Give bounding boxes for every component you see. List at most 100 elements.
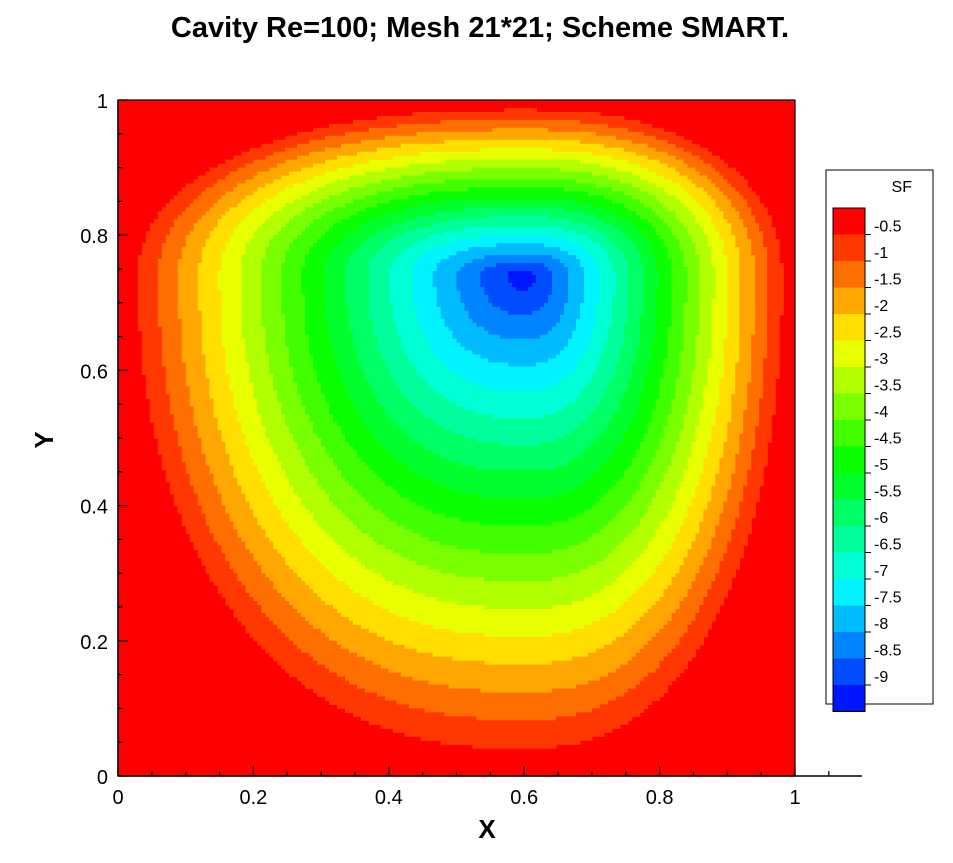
contour-cell [368,533,422,539]
contour-cell [197,195,223,201]
contour-cell [699,223,716,228]
contour-cell [273,139,310,145]
contour-cell [619,354,637,360]
contour-cell [687,191,708,197]
contour-cell [683,517,704,523]
contour-cell [627,597,661,602]
contour-cell [703,561,720,566]
contour-cell [181,445,203,451]
contour-cell [675,445,693,451]
contour-cell [313,422,338,427]
contour-cell [699,565,720,570]
contour-cell [587,223,613,228]
contour-cell [364,183,414,189]
contour-cell [667,418,685,423]
contour-cell [213,533,239,539]
contour-cell [715,477,732,483]
contour-cell [723,191,740,197]
contour-cell [484,290,553,296]
contour-cell [348,398,378,403]
contour-cell [671,294,689,300]
contour-cell [591,708,645,713]
contour-cell [444,362,509,368]
contour-cell [265,251,286,256]
x-tick-label: 0.8 [646,787,674,809]
contour-cell [181,211,207,216]
contour-cell [711,302,728,308]
contour-cell [249,239,270,244]
contour-cell [663,187,685,193]
contour-cell [261,286,282,292]
contour-cell [333,414,362,419]
contour-cell [368,274,390,280]
contour-cell [181,517,207,523]
contour-cell [683,561,704,566]
contour-cell [317,378,342,383]
contour-cell [591,410,617,415]
contour-cell [388,517,462,523]
contour-cell [595,469,625,475]
contour-cell [599,163,641,169]
contour-cell [615,362,633,368]
contour-cell [309,620,354,626]
contour-cell [719,465,736,471]
contour-cell [723,557,740,562]
contour-cell [436,302,466,308]
contour-cell [763,386,776,391]
contour-cell [261,282,282,288]
contour-cell [699,322,712,328]
contour-cell [564,310,581,316]
contour-cell [380,247,406,252]
contour-cell [424,445,589,451]
contour-cell [667,652,697,658]
contour-cell [289,430,314,435]
contour-cell [560,350,585,356]
contour-cell [157,441,179,447]
contour-cell [639,199,661,204]
contour-cell [583,624,633,630]
contour-cell [675,378,693,383]
contour-cell [699,414,716,419]
contour-cell [388,449,434,455]
contour-cell [380,573,458,578]
contour-cell [253,175,282,181]
contour-cell [309,151,358,157]
contour-cell [639,616,673,622]
contour-cell [751,374,764,379]
contour-cell [548,386,585,391]
contour-cell [329,453,358,459]
contour-cell [412,529,601,535]
contour-cell [165,203,191,208]
contour-cell [368,628,454,634]
contour-cell [137,267,159,272]
contour-cell [655,402,673,407]
contour-cell [225,597,254,602]
contour-cell [743,195,760,201]
contour-cell [687,553,708,558]
contour-cell [213,473,235,479]
contour-cell [599,676,645,682]
contour-cell [269,652,310,658]
contour-cell [751,247,768,252]
contour-cell [568,267,585,272]
contour-cell [599,529,633,535]
contour-cell [647,366,665,371]
contour-cell [301,270,326,276]
contour-cell [384,481,438,487]
contour-cell [201,215,223,220]
contour-cell [197,286,219,292]
contour-cell [229,239,251,244]
contour-cell [400,553,609,558]
contour-cell [683,263,701,268]
contour-cell [643,278,661,284]
contour-cell [249,453,278,459]
contour-cell [400,342,430,348]
contour-cell [432,346,466,352]
contour-cell [285,322,306,328]
contour-cell [440,310,470,316]
contour-cell [552,282,569,288]
contour-cell [376,438,414,443]
contour-cell [647,362,665,368]
contour-cell [209,231,235,236]
contour-cell [476,410,557,415]
